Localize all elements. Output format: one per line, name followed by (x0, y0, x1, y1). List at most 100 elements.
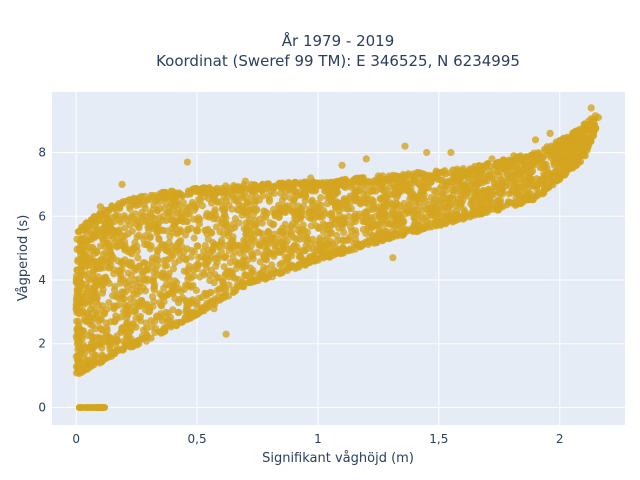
data-point (112, 335, 120, 343)
data-point (146, 234, 154, 242)
data-point (541, 163, 549, 171)
data-point (124, 230, 132, 238)
data-point (368, 216, 376, 224)
data-point (228, 205, 236, 213)
data-point (184, 191, 191, 199)
data-point (401, 142, 409, 150)
x-tick-label: 1,5 (429, 432, 448, 446)
data-point (394, 184, 402, 192)
data-point (340, 197, 348, 205)
data-point (362, 155, 370, 163)
data-point (279, 228, 288, 236)
data-point (193, 225, 201, 234)
data-point (256, 258, 264, 266)
data-point (391, 230, 399, 238)
data-point (158, 292, 166, 300)
data-point (395, 221, 403, 230)
data-point (207, 228, 215, 236)
data-point (379, 178, 386, 185)
data-point (247, 242, 255, 250)
data-point (80, 354, 88, 362)
data-point (121, 344, 129, 351)
data-point (290, 195, 298, 203)
y-tick-label: 4 (38, 273, 46, 287)
data-point (404, 186, 412, 194)
data-point (126, 343, 134, 351)
data-point (251, 277, 259, 285)
x-tick-label: 0,5 (188, 432, 207, 446)
y-tick-label: 0 (38, 400, 46, 414)
data-point (225, 246, 233, 254)
data-point (439, 203, 447, 211)
data-point (186, 297, 194, 305)
data-point (103, 257, 111, 265)
data-point (184, 266, 192, 274)
data-point (568, 136, 575, 143)
data-point (159, 226, 167, 235)
data-point (79, 404, 87, 411)
data-point (344, 205, 352, 213)
data-point (296, 252, 304, 261)
data-point (149, 293, 157, 301)
data-point (531, 136, 540, 144)
data-point (543, 185, 551, 193)
data-point (85, 344, 93, 352)
data-point (427, 206, 435, 214)
data-point (89, 271, 97, 280)
data-points (72, 104, 603, 411)
data-point (134, 254, 142, 262)
data-point (171, 277, 179, 285)
data-point (526, 153, 534, 160)
data-point (183, 158, 191, 166)
data-point (84, 283, 92, 292)
data-point (262, 275, 269, 283)
data-point (351, 189, 359, 197)
data-point (97, 232, 105, 240)
data-point (498, 181, 506, 189)
data-point (247, 248, 255, 256)
data-point (304, 259, 312, 267)
data-point (102, 249, 110, 257)
data-point (143, 275, 151, 283)
data-point (306, 239, 314, 247)
data-point (496, 168, 504, 176)
data-point (284, 257, 292, 265)
data-point (327, 237, 335, 245)
data-point (333, 198, 341, 206)
data-point (386, 234, 393, 242)
data-point (118, 240, 126, 248)
data-point (140, 267, 148, 275)
data-point (455, 213, 463, 221)
data-point (418, 226, 426, 233)
data-point (229, 273, 237, 281)
data-point (219, 214, 227, 222)
data-point (131, 210, 139, 218)
data-point (212, 262, 220, 270)
data-point (93, 311, 101, 319)
y-tick-labels: 0 2 4 6 8 (38, 146, 46, 415)
data-point (72, 272, 81, 280)
plot-area (52, 92, 625, 425)
data-point (123, 314, 131, 322)
data-point (200, 247, 208, 255)
data-point (383, 193, 391, 201)
data-point (148, 257, 156, 265)
data-point (117, 259, 125, 267)
data-point (168, 321, 176, 329)
data-point (190, 234, 198, 242)
data-point (167, 314, 175, 322)
data-point (87, 328, 95, 336)
data-point (105, 207, 113, 215)
data-point (247, 205, 256, 213)
data-point (363, 199, 371, 207)
data-point (174, 285, 183, 293)
data-point (135, 231, 143, 239)
data-point (255, 196, 263, 204)
data-point (436, 176, 444, 184)
data-point (123, 320, 131, 328)
data-point (103, 337, 111, 346)
data-point (105, 243, 113, 251)
data-point (505, 156, 513, 164)
data-point (571, 128, 579, 135)
